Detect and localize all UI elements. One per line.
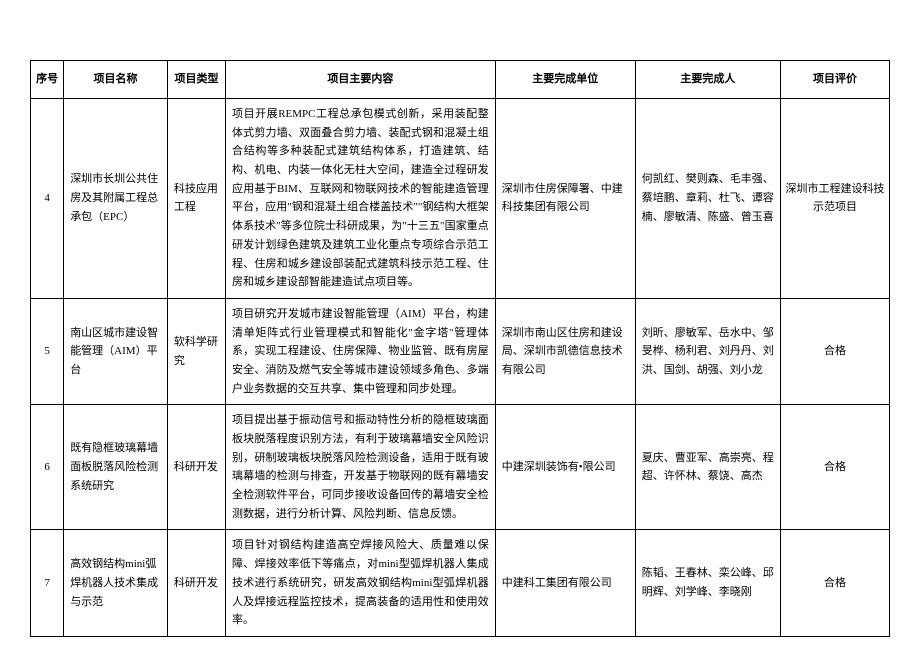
cell-type: 科研开发 bbox=[167, 405, 225, 530]
table-row: 5南山区城市建设智能管理（AIM）平台软科学研究项目研究开发城市建设智能管理（A… bbox=[31, 298, 890, 404]
cell-eval: 合格 bbox=[781, 530, 890, 636]
cell-eval: 合格 bbox=[781, 298, 890, 404]
col-header-eval: 项目评价 bbox=[781, 61, 890, 99]
cell-eval: 合格 bbox=[781, 405, 890, 530]
table-row: 4深圳市长圳公共住房及其附属工程总承包（EPC）科技应用工程项目开展REMPC工… bbox=[31, 99, 890, 299]
table-header: 序号项目名称项目类型项目主要内容主要完成单位主要完成人项目评价 bbox=[31, 61, 890, 99]
cell-content: 项目研究开发城市建设智能管理（AIM）平台，构建清单矩阵式行业管理模式和智能化"… bbox=[226, 298, 496, 404]
cell-type: 软科学研究 bbox=[167, 298, 225, 404]
cell-eval: 深圳市工程建设科技示范项目 bbox=[781, 99, 890, 299]
cell-content: 项目提出基于振动信号和振动特性分析的隐框玻璃面板块脱落程度识别方法，有利于玻璃幕… bbox=[226, 405, 496, 530]
col-header-unit: 主要完成单位 bbox=[495, 61, 635, 99]
col-header-name: 项目名称 bbox=[64, 61, 168, 99]
cell-type: 科技应用工程 bbox=[167, 99, 225, 299]
cell-seq: 7 bbox=[31, 530, 64, 636]
col-header-type: 项目类型 bbox=[167, 61, 225, 99]
table-row: 7高效钢结构mini弧焊机器人技术集成与示范科研开发项目针对钢结构建造高空焊接风… bbox=[31, 530, 890, 636]
cell-unit: 中建深圳装饰有•限公司 bbox=[495, 405, 635, 530]
cell-name: 南山区城市建设智能管理（AIM）平台 bbox=[64, 298, 168, 404]
cell-person: 夏庆、曹亚军、高崇亮、程超、许怀林、蔡饶、高杰 bbox=[635, 405, 780, 530]
cell-name: 高效钢结构mini弧焊机器人技术集成与示范 bbox=[64, 530, 168, 636]
cell-name: 深圳市长圳公共住房及其附属工程总承包（EPC） bbox=[64, 99, 168, 299]
cell-content: 项目针对钢结构建造高空焊接风险大、质量难以保障、焊接效率低下等痛点，对mini型… bbox=[226, 530, 496, 636]
cell-person: 陈韬、王春林、栾公峰、邱明辉、刘学峰、李晓刚 bbox=[635, 530, 780, 636]
table-row: 6既有隐框玻璃幕墙面板脱落风险检测系统研究科研开发项目提出基于振动信号和振动特性… bbox=[31, 405, 890, 530]
col-header-content: 项目主要内容 bbox=[226, 61, 496, 99]
cell-unit: 深圳市住房保障署、中建科技集团有限公司 bbox=[495, 99, 635, 299]
cell-content: 项目开展REMPC工程总承包模式创新，采用装配整体式剪力墙、双面叠合剪力墙、装配… bbox=[226, 99, 496, 299]
cell-type: 科研开发 bbox=[167, 530, 225, 636]
col-header-person: 主要完成人 bbox=[635, 61, 780, 99]
cell-seq: 5 bbox=[31, 298, 64, 404]
header-row: 序号项目名称项目类型项目主要内容主要完成单位主要完成人项目评价 bbox=[31, 61, 890, 99]
cell-person: 何凯红、樊则森、毛丰强、蔡培鹏、章莉、杜飞、谭容楠、廖敏清、陈盛、曾玉喜 bbox=[635, 99, 780, 299]
col-header-seq: 序号 bbox=[31, 61, 64, 99]
cell-person: 刘昕、廖敏军、岳水中、邹旻桦、杨利君、刘丹丹、刘洪、国剑、胡强、刘小龙 bbox=[635, 298, 780, 404]
projects-table: 序号项目名称项目类型项目主要内容主要完成单位主要完成人项目评价 4深圳市长圳公共… bbox=[30, 60, 890, 637]
cell-unit: 深圳市南山区住房和建设局、深圳市凯德信息技术有限公司 bbox=[495, 298, 635, 404]
cell-seq: 4 bbox=[31, 99, 64, 299]
cell-name: 既有隐框玻璃幕墙面板脱落风险检测系统研究 bbox=[64, 405, 168, 530]
cell-seq: 6 bbox=[31, 405, 64, 530]
cell-unit: 中建科工集团有限公司 bbox=[495, 530, 635, 636]
table-body: 4深圳市长圳公共住房及其附属工程总承包（EPC）科技应用工程项目开展REMPC工… bbox=[31, 99, 890, 637]
